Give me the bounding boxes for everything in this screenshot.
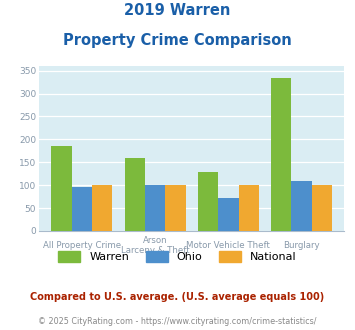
Bar	[239, 185, 259, 231]
Text: Larceny & Theft: Larceny & Theft	[121, 246, 189, 255]
Text: Burglary: Burglary	[283, 241, 320, 250]
Bar	[271, 79, 291, 231]
Bar	[165, 185, 186, 231]
Bar	[198, 172, 218, 231]
Bar	[145, 185, 165, 231]
Bar	[51, 146, 72, 231]
Text: All Property Crime: All Property Crime	[43, 241, 121, 250]
Text: Arson: Arson	[143, 236, 167, 245]
Bar	[125, 158, 145, 231]
Text: Compared to U.S. average. (U.S. average equals 100): Compared to U.S. average. (U.S. average …	[31, 292, 324, 302]
Bar	[218, 198, 239, 231]
Text: Motor Vehicle Theft: Motor Vehicle Theft	[186, 241, 270, 250]
Bar	[92, 185, 112, 231]
Text: Property Crime Comparison: Property Crime Comparison	[63, 33, 292, 48]
Bar	[312, 185, 332, 231]
Text: 2019 Warren: 2019 Warren	[124, 3, 231, 18]
Text: © 2025 CityRating.com - https://www.cityrating.com/crime-statistics/: © 2025 CityRating.com - https://www.city…	[38, 317, 317, 326]
Bar	[291, 181, 312, 231]
Bar	[72, 186, 92, 231]
Legend: Warren, Ohio, National: Warren, Ohio, National	[54, 247, 301, 267]
